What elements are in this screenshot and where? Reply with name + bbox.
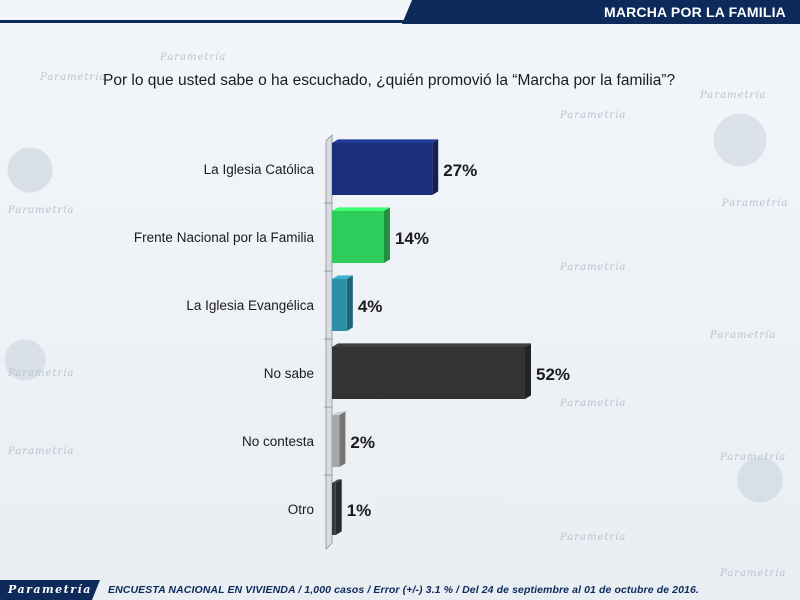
header-tab bbox=[402, 0, 800, 24]
bar-side-face bbox=[383, 207, 390, 263]
watermark-text: Parametría bbox=[560, 532, 627, 543]
bar bbox=[332, 483, 336, 535]
chart-axis-wall bbox=[325, 134, 333, 550]
bar-top-face bbox=[332, 479, 342, 483]
watermark-text: Parametría bbox=[8, 205, 75, 216]
bar-side-face bbox=[525, 343, 531, 399]
data-label: 1% bbox=[347, 501, 372, 520]
data-label: 14% bbox=[395, 229, 429, 248]
bar bbox=[332, 143, 433, 195]
category-label: La Iglesia Católica bbox=[204, 162, 315, 177]
bar bbox=[332, 347, 525, 399]
watermark-text: Parametría bbox=[8, 446, 75, 457]
category-label: La Iglesia Evangélica bbox=[186, 298, 314, 313]
bar-top-face bbox=[332, 411, 346, 415]
category-label: No contesta bbox=[242, 434, 315, 449]
watermark-text: Parametría bbox=[720, 568, 787, 579]
bar-side-face bbox=[339, 411, 346, 467]
brand-logo-text: Parametría bbox=[8, 583, 92, 596]
category-label: No sabe bbox=[264, 366, 314, 381]
watermark-text: Parametría bbox=[560, 110, 627, 121]
bar-top-face bbox=[332, 343, 531, 347]
watermark-text: Parametría bbox=[560, 398, 627, 409]
category-label: Otro bbox=[288, 502, 314, 517]
bar bbox=[332, 279, 347, 331]
header-line bbox=[0, 20, 800, 23]
bar-side-face bbox=[346, 275, 353, 331]
watermark-text: Parametría bbox=[722, 198, 789, 209]
watermark-text: Parametría bbox=[560, 262, 627, 273]
bar-side-face bbox=[335, 479, 342, 535]
data-label: 52% bbox=[536, 365, 570, 384]
bar-top-face bbox=[332, 207, 390, 211]
category-label: Frente Nacional por la Familia bbox=[134, 230, 315, 245]
survey-question: Por lo que usted sabe o ha escuchado, ¿q… bbox=[103, 72, 676, 89]
bar-top-face bbox=[332, 275, 353, 279]
watermark-text: Parametría bbox=[8, 368, 75, 379]
watermark-text: Parametría bbox=[40, 72, 107, 83]
footer-bar: Parametría ENCUESTA NACIONAL EN VIVIENDA… bbox=[0, 580, 800, 600]
bar-side-face bbox=[432, 139, 439, 195]
survey-methodology-note: ENCUESTA NACIONAL EN VIVIENDA / 1,000 ca… bbox=[108, 584, 699, 596]
header-bar: MARCHA POR LA FAMILIA bbox=[0, 0, 800, 24]
data-label: 2% bbox=[350, 433, 375, 452]
bar-top-face bbox=[332, 139, 439, 143]
data-label: 4% bbox=[358, 297, 383, 316]
brand-logo: Parametría bbox=[0, 580, 100, 600]
watermark-text: Parametría bbox=[720, 452, 787, 463]
page-title: MARCHA POR LA FAMILIA bbox=[603, 4, 786, 20]
watermark-text: Parametría bbox=[700, 90, 767, 101]
bar bbox=[332, 211, 384, 263]
bar bbox=[332, 415, 340, 467]
data-label: 27% bbox=[443, 161, 477, 180]
watermark-text: Parametría bbox=[710, 330, 777, 341]
watermark-text: Parametría bbox=[160, 52, 227, 63]
